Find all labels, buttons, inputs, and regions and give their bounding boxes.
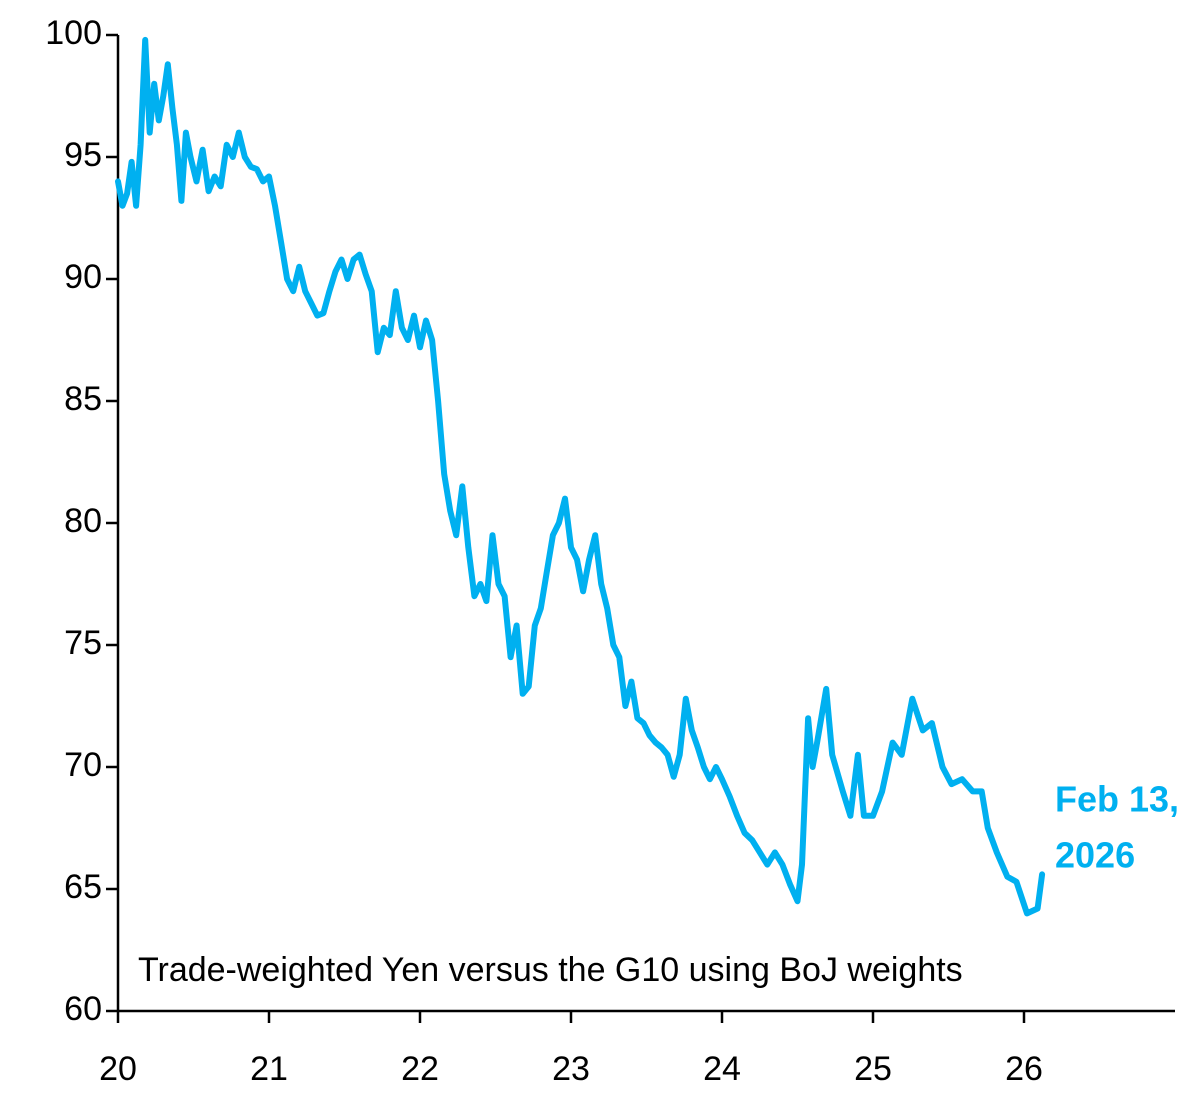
x-tick-label: 20 xyxy=(99,1050,137,1088)
annotation: Feb 13, xyxy=(1055,779,1179,820)
x-tick-label: 22 xyxy=(401,1050,439,1088)
y-tick-label: 80 xyxy=(64,502,102,540)
y-tick-label: 60 xyxy=(64,990,102,1028)
x-tick-label: 21 xyxy=(250,1050,288,1088)
y-tick-label: 100 xyxy=(45,14,102,52)
data-line xyxy=(115,36,1046,917)
y-tick-label: 65 xyxy=(64,868,102,906)
annotation: 2026 xyxy=(1055,835,1135,876)
y-tick-label: 90 xyxy=(64,258,102,296)
y-tick-label: 70 xyxy=(64,746,102,784)
x-tick-label: 25 xyxy=(854,1050,892,1088)
x-tick-label: 26 xyxy=(1005,1050,1043,1088)
chart-subtitle: Trade-weighted Yen versus the G10 using … xyxy=(138,951,963,989)
x-tick-label: 24 xyxy=(703,1050,741,1088)
y-tick-label: 85 xyxy=(64,380,102,418)
y-tick-label: 95 xyxy=(64,136,102,174)
y-tick-label: 75 xyxy=(64,624,102,662)
x-tick-label: 23 xyxy=(552,1050,590,1088)
